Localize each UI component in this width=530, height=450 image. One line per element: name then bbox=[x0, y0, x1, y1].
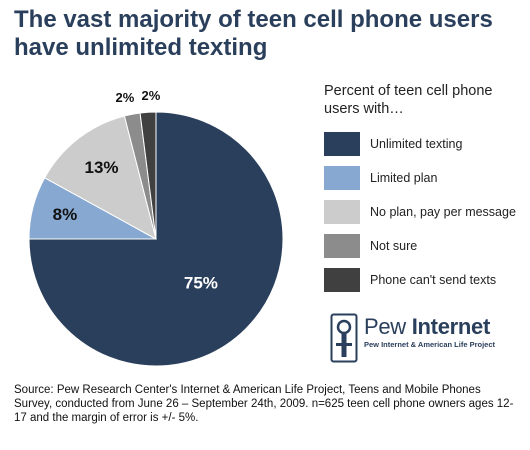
legend-item: Limited plan bbox=[324, 166, 529, 190]
legend-label: Unlimited texting bbox=[370, 137, 463, 151]
pie-slice-no-plan-pay-per-message bbox=[44, 115, 157, 240]
pew-logo-icon bbox=[330, 313, 358, 363]
chart-title: The vast majority of teen cell phone use… bbox=[14, 6, 493, 61]
legend-swatch bbox=[324, 234, 360, 258]
slice-label: 13% bbox=[84, 158, 118, 177]
legend-item: No plan, pay per message bbox=[324, 200, 529, 224]
legend-item: Not sure bbox=[324, 234, 529, 258]
slice-label: 2% bbox=[142, 88, 161, 103]
pie-slice-phone-can-t-send-texts bbox=[139, 111, 157, 240]
slice-label: 75% bbox=[184, 273, 218, 292]
logo-name: Pew Internet bbox=[364, 313, 495, 341]
logo-name-light: Pew bbox=[364, 314, 412, 339]
legend-label: Phone can't send texts bbox=[370, 273, 497, 287]
logo-subtitle: Pew Internet & American Life Project bbox=[364, 340, 496, 349]
slice-label: 2% bbox=[115, 90, 134, 105]
pie-slice-unlimited-texting bbox=[28, 111, 284, 367]
legend-swatch bbox=[324, 132, 360, 156]
source-note: Source: Pew Research Center's Internet &… bbox=[14, 384, 514, 424]
logo-name-bold: Internet bbox=[411, 314, 491, 339]
legend-label: Limited plan bbox=[370, 171, 438, 185]
legend-swatch bbox=[324, 166, 360, 190]
legend-label: Not sure bbox=[370, 239, 418, 253]
legend-swatch bbox=[324, 268, 360, 292]
legend: Unlimited texting Limited plan No plan, pa… bbox=[324, 132, 529, 302]
slice-label: 8% bbox=[53, 205, 78, 224]
pew-internet-logo: Pew Internet Pew Internet & American Lif… bbox=[330, 313, 510, 363]
legend-swatch bbox=[324, 200, 360, 224]
legend-item: Phone can't send texts bbox=[324, 268, 529, 292]
legend-title: Percent of teen cell phone users with… bbox=[324, 83, 493, 117]
legend-item: Unlimited texting bbox=[324, 132, 529, 156]
legend-label: No plan, pay per message bbox=[370, 205, 516, 219]
